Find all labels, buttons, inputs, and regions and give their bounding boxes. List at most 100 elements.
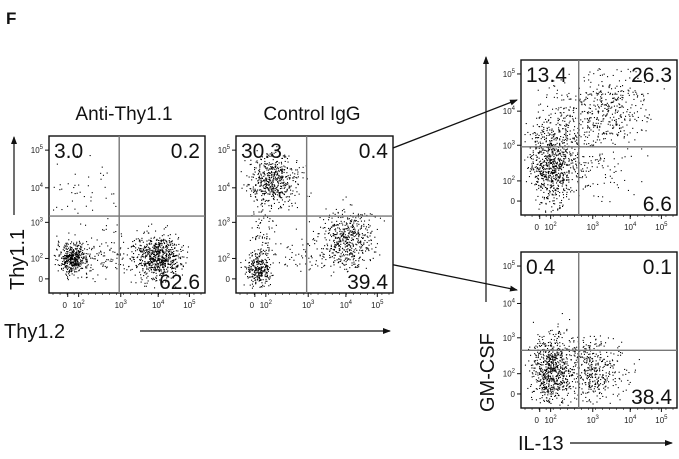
event-dot <box>346 245 348 247</box>
event-dot <box>617 96 619 98</box>
event-dot <box>556 397 558 399</box>
plot-frame <box>520 251 678 409</box>
event-dot <box>545 203 547 205</box>
event-dot <box>357 213 359 215</box>
event-dot <box>100 251 102 253</box>
event-dot <box>71 200 73 202</box>
event-dot <box>154 287 156 289</box>
event-dot <box>68 269 70 271</box>
event-dot <box>352 251 354 253</box>
event-dot <box>539 340 541 342</box>
event-dot <box>339 238 341 240</box>
event-dot <box>271 275 273 277</box>
event-dot <box>361 214 363 216</box>
event-dot <box>547 362 549 364</box>
event-dot <box>250 163 252 165</box>
event-dot <box>569 164 571 166</box>
event-dot <box>150 258 152 260</box>
event-dot <box>116 224 118 226</box>
event-dot <box>341 235 343 237</box>
event-dot <box>180 264 182 266</box>
event-dot <box>246 185 248 187</box>
event-dot <box>256 198 258 200</box>
event-dot <box>550 167 552 169</box>
event-dot <box>627 189 629 191</box>
event-dot <box>268 193 270 195</box>
y-tick-label: 104 <box>503 106 516 116</box>
event-dot <box>588 74 590 76</box>
event-dot <box>267 257 269 259</box>
event-dot <box>531 155 533 157</box>
event-dot <box>250 194 252 196</box>
event-dot <box>65 255 67 257</box>
event-dot <box>116 257 118 259</box>
event-dot <box>536 346 538 348</box>
event-dot <box>141 279 143 281</box>
event-dot <box>591 376 593 378</box>
event-dot <box>596 125 598 127</box>
event-dot <box>257 269 259 271</box>
event-dot <box>269 174 271 176</box>
event-dot <box>569 106 571 108</box>
event-dot <box>166 277 168 279</box>
event-dot <box>569 120 571 122</box>
event-dot <box>541 123 543 125</box>
event-dot <box>76 259 78 261</box>
event-dot <box>587 121 589 123</box>
event-dot <box>571 160 573 162</box>
event-dot <box>288 185 290 187</box>
event-dot <box>599 157 601 159</box>
event-dot <box>550 143 552 145</box>
x-tick-label: 102 <box>73 300 86 310</box>
event-dot <box>256 160 258 162</box>
event-dot <box>549 365 551 367</box>
event-dot <box>348 236 350 238</box>
event-dot <box>268 178 270 180</box>
event-dot <box>168 254 170 256</box>
event-dot <box>261 244 263 246</box>
event-dot <box>623 130 625 132</box>
event-dot <box>594 105 596 107</box>
event-dot <box>650 118 652 120</box>
event-dot <box>554 137 556 139</box>
event-dot <box>546 127 548 129</box>
event-dot <box>557 394 559 396</box>
event-dot <box>609 373 611 375</box>
event-dot <box>592 145 594 147</box>
event-dot <box>600 344 602 346</box>
event-dot <box>552 191 554 193</box>
event-dot <box>252 269 254 271</box>
event-dot <box>541 383 543 385</box>
event-dot <box>552 144 554 146</box>
event-dot <box>178 243 180 245</box>
event-dot <box>621 121 623 123</box>
event-dot <box>570 162 572 164</box>
event-dot <box>262 279 264 281</box>
event-dot <box>559 359 561 361</box>
event-dot <box>624 118 626 120</box>
event-dot <box>58 246 60 248</box>
event-dot <box>358 232 360 234</box>
event-dot <box>616 124 618 126</box>
event-dot <box>551 393 553 395</box>
event-dot <box>75 266 77 268</box>
event-dot <box>550 356 552 358</box>
event-dot <box>71 251 73 253</box>
event-dot <box>277 180 279 182</box>
event-dot <box>347 229 349 231</box>
event-dot <box>261 263 263 265</box>
event-dot <box>564 382 566 384</box>
event-dot <box>166 268 168 270</box>
event-dot <box>343 253 345 255</box>
event-dot <box>160 264 162 266</box>
event-dot <box>72 249 74 251</box>
event-dot <box>554 353 556 355</box>
event-dot <box>546 130 548 132</box>
event-dot <box>545 171 547 173</box>
event-dot <box>554 144 556 146</box>
event-dot <box>559 404 561 406</box>
event-dot <box>172 244 174 246</box>
event-dot <box>647 93 649 95</box>
event-dot <box>334 242 336 244</box>
event-dot <box>535 355 537 357</box>
